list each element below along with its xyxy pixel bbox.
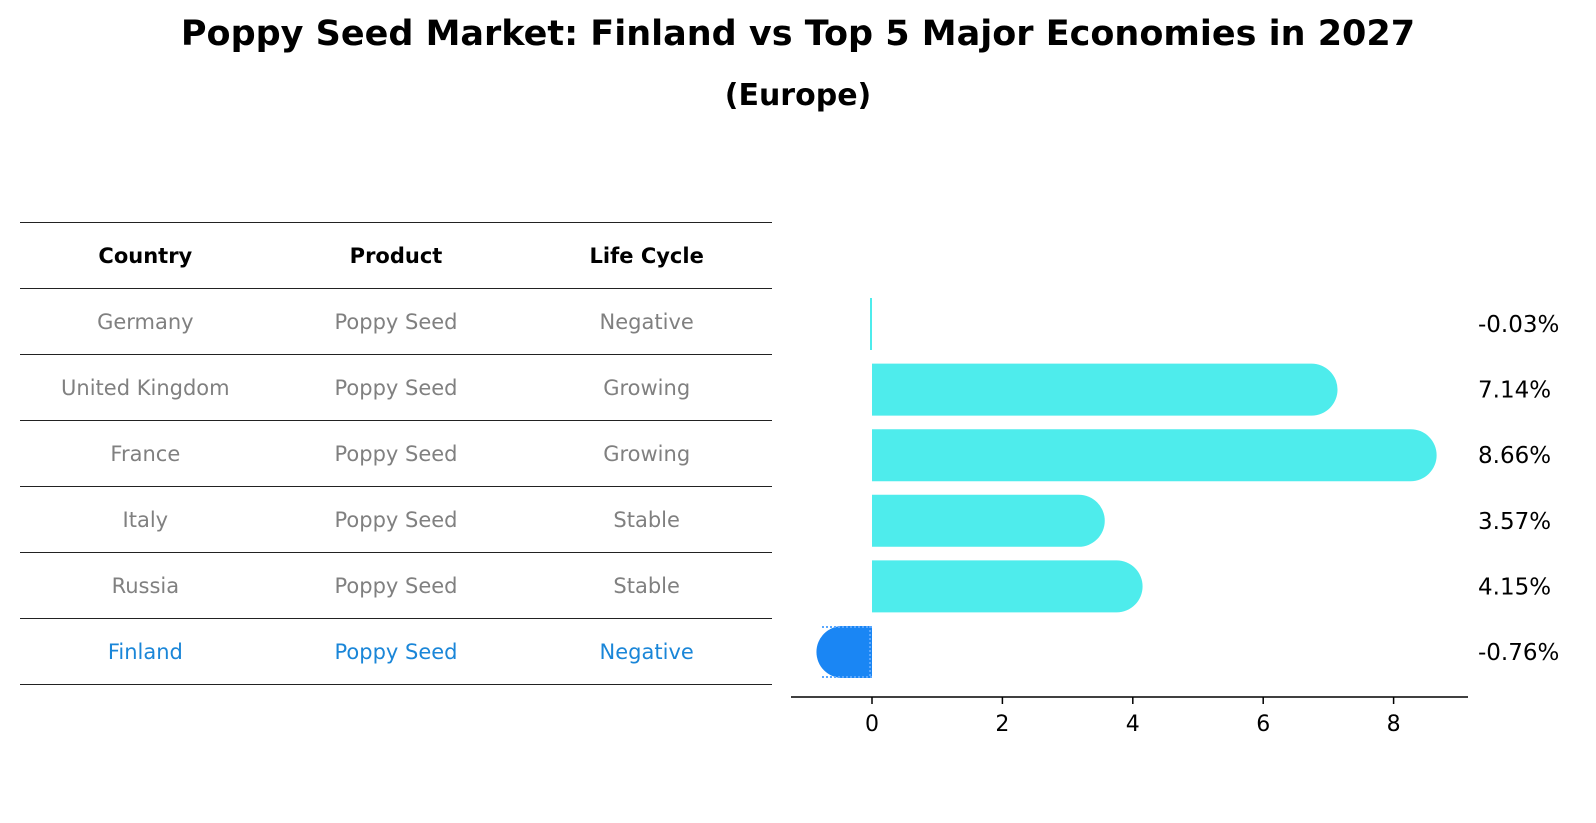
- bar-united-kingdom: [872, 363, 1338, 416]
- product-cell: Poppy Seed: [334, 441, 458, 466]
- life-cycle-cell: Growing: [603, 375, 691, 400]
- value-label: 8.66%: [1478, 443, 1551, 469]
- table-row: Italy Poppy Seed Stable: [20, 487, 772, 553]
- product-cell: Poppy Seed: [334, 573, 458, 598]
- product-cell: Poppy Seed: [334, 639, 458, 664]
- bar-france: [872, 429, 1437, 482]
- bar-russia: [872, 560, 1143, 613]
- country-cell: Germany: [97, 309, 194, 334]
- country-cell: Finland: [107, 639, 183, 664]
- header-product: Product: [349, 243, 443, 268]
- country-cell: United Kingdom: [61, 375, 230, 400]
- product-cell: Poppy Seed: [334, 375, 458, 400]
- country-cell: France: [110, 441, 181, 466]
- table-row-highlight: Finland Poppy Seed Negative: [20, 619, 772, 685]
- header-life-cycle: Life Cycle: [589, 243, 704, 268]
- bar-highlight-cap: [816, 626, 872, 678]
- bar-highlight-end: [864, 626, 872, 678]
- value-label: 4.15%: [1478, 574, 1551, 600]
- x-tick-label: 4: [1126, 712, 1140, 737]
- table-header-row: Country Product Life Cycle: [20, 222, 772, 289]
- product-cell: Poppy Seed: [334, 309, 458, 334]
- value-label: -0.03%: [1478, 312, 1559, 338]
- table-row: France Poppy Seed Growing: [20, 421, 772, 487]
- value-label: -0.76%: [1478, 640, 1559, 666]
- x-tick-label: 6: [1256, 712, 1270, 737]
- chart-title: Poppy Seed Market: Finland vs Top 5 Majo…: [180, 14, 1416, 54]
- bar-italy: [872, 494, 1105, 547]
- x-tick-label: 0: [865, 712, 879, 737]
- x-tick-label: 2: [995, 712, 1009, 737]
- chart-subtitle: (Europe): [724, 78, 872, 113]
- value-label: 7.14%: [1478, 378, 1551, 404]
- life-cycle-cell: Stable: [613, 573, 680, 598]
- country-cell: Russia: [111, 573, 180, 598]
- table-row: United Kingdom Poppy Seed Growing: [20, 355, 772, 421]
- value-label: 3.57%: [1478, 509, 1551, 535]
- bar-germany: [870, 298, 872, 350]
- header-country: Country: [98, 243, 193, 268]
- life-cycle-cell: Stable: [613, 507, 680, 532]
- life-cycle-cell: Negative: [599, 639, 694, 664]
- life-cycle-cell: Negative: [599, 309, 694, 334]
- table-row: Russia Poppy Seed Stable: [20, 553, 772, 619]
- x-tick-label: 8: [1387, 712, 1401, 737]
- table-row: Germany Poppy Seed Negative: [20, 289, 772, 355]
- comparison-table: Country Product Life Cycle Germany Poppy…: [20, 222, 772, 685]
- country-cell: Italy: [122, 507, 169, 532]
- life-cycle-cell: Growing: [603, 441, 691, 466]
- product-cell: Poppy Seed: [334, 507, 458, 532]
